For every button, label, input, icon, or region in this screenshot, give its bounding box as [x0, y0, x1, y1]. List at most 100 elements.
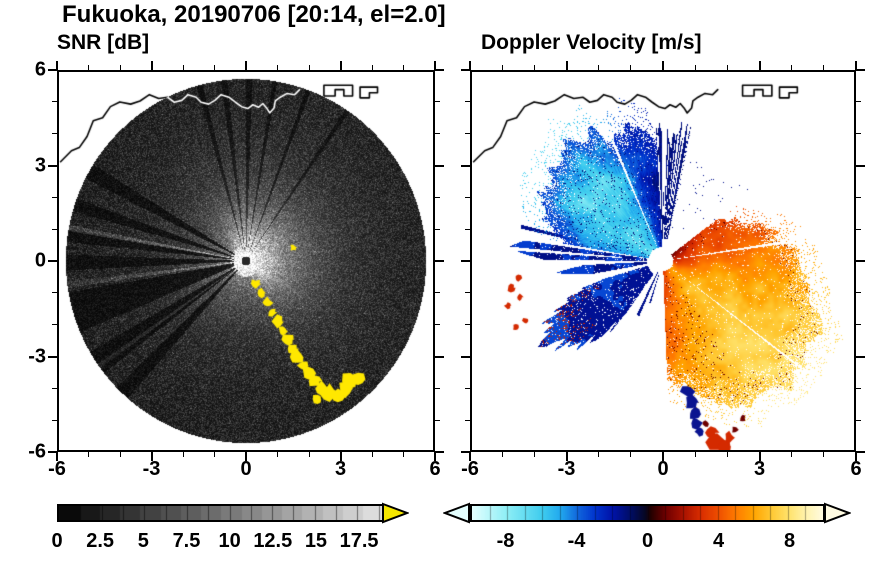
axis-tick [371, 452, 373, 457]
axis-tick [435, 355, 444, 358]
axis-tick [726, 452, 728, 457]
axis-tick [565, 61, 568, 70]
axis-tick [461, 451, 470, 453]
velocity-colorbar-over-range-arrow-icon [824, 502, 851, 524]
velocity-colorbar-tick-label: 4 [712, 530, 725, 552]
snr-colorbar-tick-label: 12.5 [253, 530, 293, 552]
axis-tick [435, 260, 444, 262]
snr-colorbar-tick-label: 7.5 [172, 530, 201, 552]
axis-tick [662, 452, 664, 461]
axis-tick [501, 452, 503, 457]
axis-tick [758, 61, 761, 70]
snr-colorbar [57, 504, 385, 522]
axis-tick [694, 452, 696, 457]
axis-tick [403, 452, 404, 457]
x-tick-label: -3 [142, 458, 161, 480]
axis-tick [434, 61, 436, 70]
axis-tick [856, 196, 861, 198]
axis-tick [403, 65, 404, 70]
axis-tick [856, 324, 861, 326]
x-tick-label: 3 [334, 458, 347, 480]
axis-tick [465, 324, 470, 326]
axis-tick [308, 65, 310, 70]
snr-colorbar-tick-label: 10 [218, 530, 241, 552]
axis-tick [855, 61, 857, 70]
x-tick-label: -3 [557, 458, 576, 480]
axis-tick [856, 260, 865, 262]
axis-tick [277, 65, 278, 70]
axis-tick [435, 101, 440, 103]
y-tick-label: 3 [34, 154, 46, 176]
axis-tick [56, 452, 58, 461]
axis-tick [435, 292, 440, 294]
axis-tick [465, 196, 470, 198]
axis-tick [856, 69, 865, 71]
axis-tick [435, 419, 440, 421]
axis-tick [598, 65, 600, 70]
axis-tick [856, 387, 861, 389]
axis-tick [694, 65, 696, 70]
axis-tick [856, 101, 861, 103]
axis-tick [308, 452, 310, 457]
axis-tick [48, 260, 57, 262]
snr-colorbar-tick-label: 17.5 [339, 530, 379, 552]
axis-tick [88, 452, 89, 457]
axis-tick [182, 65, 184, 70]
axis-tick [726, 65, 728, 70]
axis-tick [469, 61, 471, 70]
y-tick-label: 0 [34, 249, 46, 272]
snr-radar-image [59, 72, 433, 450]
velocity-radar-image [472, 72, 854, 450]
axis-tick [533, 65, 535, 70]
axis-tick [823, 65, 825, 70]
axis-tick [214, 65, 215, 70]
axis-tick [630, 65, 632, 70]
axis-tick [339, 61, 342, 70]
axis-tick [465, 228, 470, 230]
axis-tick [435, 69, 444, 71]
axis-tick [48, 451, 57, 453]
y-tick-label: 6 [34, 58, 46, 81]
axis-tick [214, 452, 215, 457]
axis-tick [856, 451, 865, 453]
axis-tick [48, 355, 57, 358]
velocity-colorbar-tick-label: 8 [783, 530, 796, 552]
velocity-colorbar-tick-label: -8 [496, 530, 515, 552]
x-tick-label: 0 [240, 458, 252, 480]
axis-tick [339, 452, 342, 461]
axis-tick [823, 452, 825, 457]
axis-tick [533, 452, 535, 457]
axis-tick [856, 419, 861, 421]
axis-tick [182, 452, 184, 457]
axis-tick [52, 133, 57, 135]
axis-tick [435, 196, 440, 198]
axis-tick [501, 65, 503, 70]
axis-tick [465, 419, 470, 421]
axis-tick [52, 101, 57, 103]
axis-tick [277, 452, 278, 457]
axis-tick [435, 387, 440, 389]
y-tick-label: -3 [28, 345, 46, 367]
axis-tick [150, 452, 153, 461]
velocity-over-arrow-shape [824, 502, 851, 524]
axis-tick [119, 452, 121, 457]
velocity-colorbar-under-range-arrow-icon [443, 502, 470, 524]
axis-tick [465, 387, 470, 389]
axis-tick [52, 292, 57, 294]
axis-tick [52, 324, 57, 326]
axis-tick [856, 355, 865, 358]
velocity-panel-title: Doppler Velocity [m/s] [481, 31, 702, 54]
axis-tick [435, 133, 440, 135]
axis-tick [435, 451, 444, 453]
axis-tick [758, 452, 761, 461]
axis-tick [856, 292, 861, 294]
axis-tick [461, 355, 470, 358]
axis-tick [371, 65, 373, 70]
axis-tick [469, 452, 471, 461]
snr-colorbar-tick-label: 5 [137, 530, 149, 552]
x-tick-label: 3 [753, 458, 766, 480]
velocity-under-arrow-shape [443, 502, 470, 524]
velocity-colorbar-tick-label: 0 [641, 530, 654, 552]
axis-tick [245, 61, 247, 70]
